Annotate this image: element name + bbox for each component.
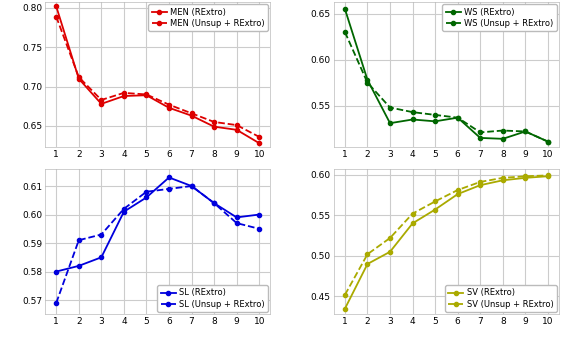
SL (Unsup + RExtro) (98, 233, 105, 237)
MEN (RExtro) (211, 125, 217, 129)
SV (RExtro) (342, 307, 348, 311)
WS (RExtro) (387, 121, 393, 125)
SL (Unsup + RExtro) (53, 301, 60, 305)
SL (Unsup + RExtro) (75, 238, 82, 242)
MEN (Unsup + RExtro) (98, 98, 105, 102)
SV (Unsup + RExtro) (454, 188, 461, 192)
Line: SL (RExtro): SL (RExtro) (54, 175, 261, 274)
WS (Unsup + RExtro) (387, 105, 393, 110)
Line: SV (RExtro): SV (RExtro) (343, 174, 550, 311)
SV (RExtro) (364, 262, 371, 266)
MEN (Unsup + RExtro) (143, 92, 150, 96)
SL (RExtro) (211, 201, 217, 205)
SV (RExtro) (409, 221, 416, 225)
SL (Unsup + RExtro) (211, 201, 217, 205)
WS (Unsup + RExtro) (500, 128, 506, 132)
SL (Unsup + RExtro) (256, 227, 262, 231)
SL (Unsup + RExtro) (120, 207, 127, 211)
SV (RExtro) (387, 250, 393, 254)
MEN (Unsup + RExtro) (53, 15, 60, 19)
SV (RExtro) (432, 208, 438, 212)
WS (RExtro) (477, 136, 484, 140)
SV (Unsup + RExtro) (545, 173, 551, 177)
MEN (RExtro) (188, 114, 195, 118)
MEN (RExtro) (75, 77, 82, 81)
WS (RExtro) (364, 78, 371, 82)
SV (Unsup + RExtro) (522, 174, 529, 178)
SV (Unsup + RExtro) (387, 236, 393, 240)
WS (RExtro) (409, 118, 416, 122)
WS (RExtro) (545, 140, 551, 144)
SV (Unsup + RExtro) (477, 180, 484, 184)
WS (RExtro) (522, 129, 529, 134)
SL (RExtro) (53, 269, 60, 273)
MEN (Unsup + RExtro) (75, 75, 82, 79)
SV (RExtro) (454, 192, 461, 196)
SL (Unsup + RExtro) (233, 221, 240, 225)
WS (Unsup + RExtro) (432, 113, 438, 117)
Line: MEN (RExtro): MEN (RExtro) (54, 4, 261, 145)
WS (Unsup + RExtro) (364, 81, 371, 85)
SV (Unsup + RExtro) (500, 176, 506, 180)
MEN (RExtro) (233, 128, 240, 132)
WS (RExtro) (432, 119, 438, 123)
WS (RExtro) (454, 116, 461, 120)
SL (RExtro) (166, 175, 173, 179)
WS (RExtro) (342, 7, 348, 11)
WS (Unsup + RExtro) (342, 30, 348, 34)
MEN (RExtro) (120, 94, 127, 98)
SV (RExtro) (500, 178, 506, 182)
SV (RExtro) (522, 176, 529, 180)
Line: WS (Unsup + RExtro): WS (Unsup + RExtro) (343, 30, 550, 144)
MEN (RExtro) (166, 106, 173, 110)
SL (Unsup + RExtro) (188, 184, 195, 188)
SV (RExtro) (477, 183, 484, 187)
SL (RExtro) (256, 213, 262, 217)
MEN (RExtro) (98, 102, 105, 106)
SL (RExtro) (98, 255, 105, 259)
SL (RExtro) (75, 264, 82, 268)
WS (RExtro) (500, 137, 506, 141)
WS (Unsup + RExtro) (409, 110, 416, 114)
MEN (RExtro) (256, 141, 262, 145)
MEN (Unsup + RExtro) (120, 91, 127, 95)
SL (RExtro) (188, 184, 195, 188)
SV (RExtro) (545, 174, 551, 178)
MEN (Unsup + RExtro) (233, 123, 240, 127)
SL (Unsup + RExtro) (143, 190, 150, 194)
MEN (RExtro) (53, 4, 60, 8)
Line: WS (RExtro): WS (RExtro) (343, 7, 550, 144)
Legend: SV (RExtro), SV (Unsup + RExtro): SV (RExtro), SV (Unsup + RExtro) (445, 285, 557, 312)
MEN (Unsup + RExtro) (211, 120, 217, 124)
SL (RExtro) (233, 215, 240, 219)
WS (Unsup + RExtro) (477, 130, 484, 135)
WS (Unsup + RExtro) (545, 140, 551, 144)
Legend: SL (RExtro), SL (Unsup + RExtro): SL (RExtro), SL (Unsup + RExtro) (157, 285, 268, 312)
SL (Unsup + RExtro) (166, 187, 173, 191)
MEN (Unsup + RExtro) (256, 135, 262, 139)
SL (RExtro) (120, 210, 127, 214)
SV (Unsup + RExtro) (364, 252, 371, 256)
SV (Unsup + RExtro) (342, 293, 348, 297)
MEN (RExtro) (143, 93, 150, 97)
WS (Unsup + RExtro) (522, 129, 529, 134)
Legend: WS (RExtro), WS (Unsup + RExtro): WS (RExtro), WS (Unsup + RExtro) (442, 4, 557, 31)
SV (Unsup + RExtro) (409, 212, 416, 216)
Line: SV (Unsup + RExtro): SV (Unsup + RExtro) (343, 173, 550, 297)
SL (RExtro) (143, 195, 150, 199)
SV (Unsup + RExtro) (432, 199, 438, 203)
MEN (Unsup + RExtro) (188, 111, 195, 115)
Legend: MEN (RExtro), MEN (Unsup + RExtro): MEN (RExtro), MEN (Unsup + RExtro) (148, 4, 268, 31)
MEN (Unsup + RExtro) (166, 103, 173, 107)
WS (Unsup + RExtro) (454, 116, 461, 120)
Line: SL (Unsup + RExtro): SL (Unsup + RExtro) (54, 184, 261, 305)
Line: MEN (Unsup + RExtro): MEN (Unsup + RExtro) (54, 15, 261, 139)
